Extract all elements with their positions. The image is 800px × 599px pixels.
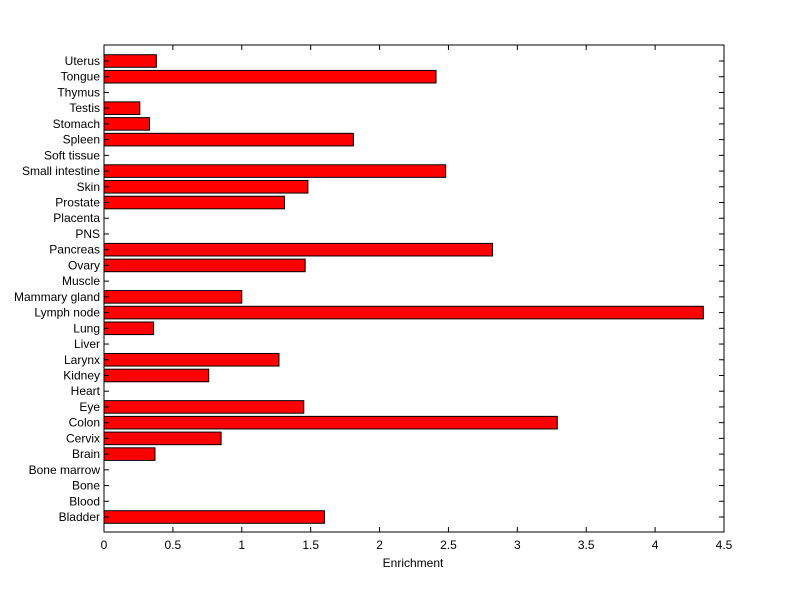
y-tick-label: Lymph node: [34, 306, 100, 320]
bar-skin: [103, 180, 309, 194]
bar-lung: [103, 321, 155, 336]
bar-stomach: [103, 117, 150, 131]
bar-lymph-node: [103, 305, 704, 320]
x-tick-label: 2: [376, 538, 383, 552]
bar-ovary: [103, 258, 306, 273]
y-tick-label: Prostate: [55, 196, 100, 210]
bar-pancreas: [103, 242, 494, 257]
y-tick-label: Uterus: [65, 54, 100, 68]
bar-prostate: [103, 195, 285, 210]
axis-ticks: [103, 45, 725, 532]
y-tick-label: Spleen: [63, 133, 100, 147]
y-tick-label: Ovary: [68, 258, 100, 272]
bar-small-intestine: [103, 164, 447, 178]
y-tick-label: Heart: [71, 384, 101, 398]
y-tick-label: Soft tissue: [44, 148, 100, 162]
x-axis-label: Enrichment: [383, 556, 444, 570]
y-tick-label: Testis: [69, 101, 100, 115]
y-tick-label: Stomach: [53, 117, 100, 131]
bar-tongue: [103, 69, 437, 84]
y-tick-label: Brain: [72, 447, 100, 461]
bar-mammary-gland: [103, 290, 243, 304]
y-tick-label: Colon: [69, 416, 100, 430]
x-tick-label: 0.5: [165, 538, 182, 552]
y-tick-label: Pancreas: [49, 243, 100, 257]
y-tick-label: Tongue: [61, 70, 101, 84]
y-tick-label: Bladder: [59, 510, 100, 524]
y-tick-label: Small intestine: [22, 164, 100, 178]
bars: [103, 54, 704, 524]
x-tick-label: 1.5: [302, 538, 319, 552]
bar-larynx: [103, 352, 280, 367]
y-tick-label: Liver: [74, 337, 100, 351]
y-tick-label: Kidney: [63, 368, 100, 382]
x-tick-label: 3.5: [578, 538, 595, 552]
y-tick-label: Larynx: [64, 353, 100, 367]
y-tick-label: Thymus: [57, 85, 100, 99]
bar-bladder: [103, 510, 325, 524]
bar-cervix: [103, 431, 222, 446]
bar-uterus: [103, 54, 157, 68]
bar-eye: [103, 400, 305, 414]
x-tick-labels: 0 0.5 1 1.5 2 2.5 3 3.5 4 4.5: [101, 538, 733, 552]
x-tick-label: 4: [652, 538, 659, 552]
plot-frame: [103, 44, 725, 533]
y-tick-label: Bone: [72, 479, 100, 493]
y-tick-label: Eye: [79, 400, 100, 414]
x-tick-label: 3: [514, 538, 521, 552]
y-tick-label: PNS: [75, 227, 100, 241]
bar-spleen: [103, 132, 354, 147]
y-tick-label: Skin: [77, 180, 100, 194]
y-tick-label: Bone marrow: [29, 463, 101, 477]
y-tick-label: Placenta: [53, 211, 100, 225]
y-tick-label: Lung: [73, 321, 100, 335]
y-tick-label: Muscle: [62, 274, 100, 288]
x-tick-label: 1: [238, 538, 245, 552]
y-tick-label: Mammary gland: [14, 290, 100, 304]
bar-brain: [103, 447, 156, 461]
x-tick-label: 4.5: [716, 538, 733, 552]
x-tick-label: 0: [101, 538, 108, 552]
y-tick-label: Blood: [69, 494, 100, 508]
x-tick-label: 2.5: [440, 538, 457, 552]
bar-colon: [103, 415, 558, 430]
bar-kidney: [103, 368, 210, 383]
y-tick-label: Cervix: [66, 431, 100, 445]
bar-testis: [103, 101, 141, 115]
